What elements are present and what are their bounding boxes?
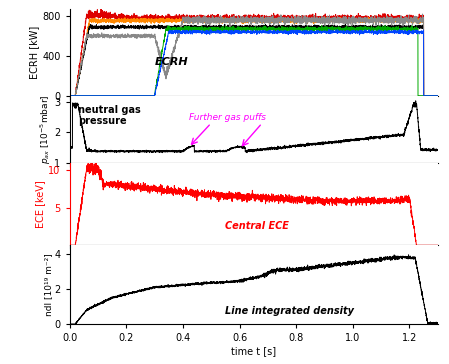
Y-axis label: ECE [keV]: ECE [keV] <box>35 180 45 228</box>
X-axis label: time t [s]: time t [s] <box>231 346 276 356</box>
Text: Further gas puffs: Further gas puffs <box>189 113 265 122</box>
Y-axis label: ECRH [kW]: ECRH [kW] <box>30 26 40 79</box>
Text: ECRH: ECRH <box>154 57 188 67</box>
Text: neutral gas
pressure: neutral gas pressure <box>78 105 141 126</box>
Text: Central ECE: Central ECE <box>225 221 289 231</box>
Y-axis label: $p_{ax}$ [10$^{-5}$mbar]: $p_{ax}$ [10$^{-5}$mbar] <box>39 94 53 164</box>
Text: Line integrated density: Line integrated density <box>225 306 354 316</box>
Y-axis label: ndl [10¹⁹ m⁻²]: ndl [10¹⁹ m⁻²] <box>44 253 53 316</box>
